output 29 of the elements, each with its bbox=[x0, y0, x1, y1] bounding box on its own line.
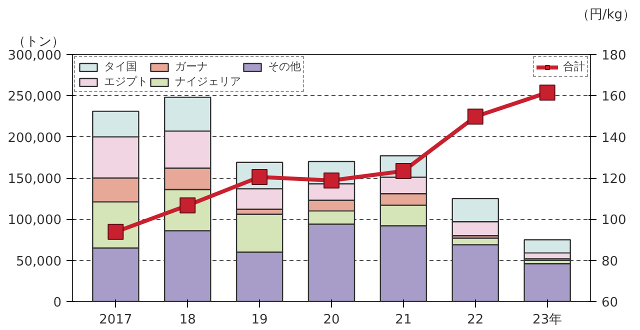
y-tick-label: 50,000 bbox=[16, 254, 62, 270]
x-tick-label: 22 bbox=[467, 312, 484, 328]
legend-label: その他 bbox=[268, 59, 301, 74]
y-tick-label: 300,000 bbox=[8, 48, 62, 64]
y-tick-label: 250,000 bbox=[8, 90, 62, 105]
y2-tick-label: 160 bbox=[602, 90, 626, 105]
y2-tick-label: 120 bbox=[602, 172, 626, 187]
x-tick-label: 2017 bbox=[99, 312, 132, 328]
y2-tick-label: 140 bbox=[602, 130, 626, 146]
x-tick-label: 23年 bbox=[532, 312, 562, 328]
y2-tick-label: 180 bbox=[602, 48, 626, 64]
y-tick-label: 0 bbox=[53, 296, 62, 310]
x-tick-label: 19 bbox=[251, 312, 268, 328]
x-tick-label: 21 bbox=[395, 312, 412, 328]
legend-label: ナイジェリア bbox=[175, 74, 241, 89]
legend-label: 合計 bbox=[563, 59, 585, 74]
legend-label: タイ国 bbox=[104, 59, 137, 74]
y-tick-label: 150,000 bbox=[8, 172, 62, 187]
y2-tick-label: 80 bbox=[602, 254, 618, 270]
y2-axis-title: （円/kg） bbox=[576, 8, 636, 22]
y-tick-label: 200,000 bbox=[8, 130, 62, 146]
y2-tick-label: 60 bbox=[602, 296, 618, 310]
legend-label: エジプト bbox=[104, 74, 148, 89]
y2-tick-label: 100 bbox=[602, 213, 626, 228]
x-tick-label: 20 bbox=[323, 312, 340, 328]
y-tick-label: 100,000 bbox=[8, 213, 62, 228]
x-tick-label: 18 bbox=[179, 312, 196, 328]
y-axis-title: （トン） bbox=[12, 34, 64, 50]
legend-label: ガーナ bbox=[175, 59, 208, 74]
